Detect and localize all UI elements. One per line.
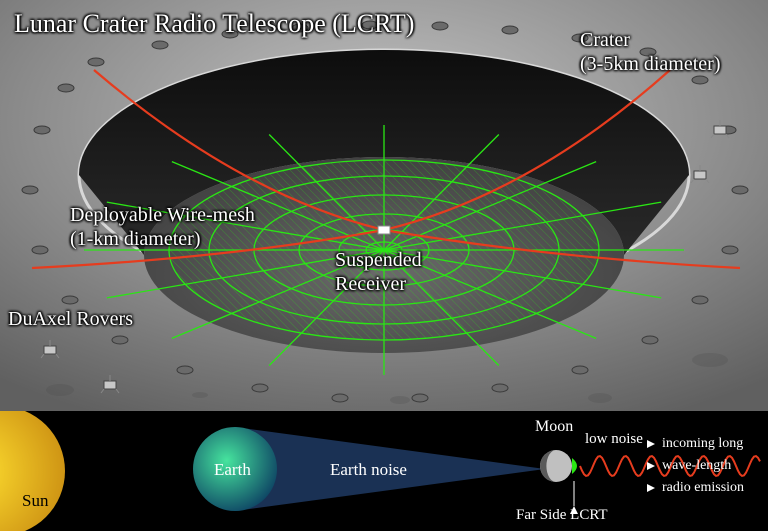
incoming-label-3: radio emission (662, 480, 744, 495)
crater-view: Lunar Crater Radio Telescope (LCRT) Crat… (0, 0, 768, 411)
earth-label: Earth (214, 460, 251, 479)
mesh-label: Deployable Wire-mesh(1-km diameter) (70, 203, 255, 251)
rovers-label: DuAxel Rovers (8, 307, 133, 331)
sun-label: Sun (22, 491, 49, 510)
title-label: Lunar Crater Radio Telescope (LCRT) (14, 8, 414, 39)
earth-noise-label: Earth noise (330, 460, 407, 479)
schematic-svg: Sun Earth Earth noise Moon low noise Far… (0, 411, 768, 531)
incoming-label-2: wave-length (662, 458, 731, 473)
moon-label: Moon (535, 418, 573, 435)
receiver-label: SuspendedReceiver (335, 248, 422, 296)
schematic-panel: Sun Earth Earth noise Moon low noise Far… (0, 411, 768, 531)
low-noise-label: low noise (585, 431, 643, 447)
incoming-label-1: incoming long (662, 436, 743, 451)
receiver-marker (378, 226, 390, 234)
lcrt-label: Far Side LCRT (516, 507, 608, 523)
crater-label: Crater(3-5km diameter) (580, 28, 721, 76)
